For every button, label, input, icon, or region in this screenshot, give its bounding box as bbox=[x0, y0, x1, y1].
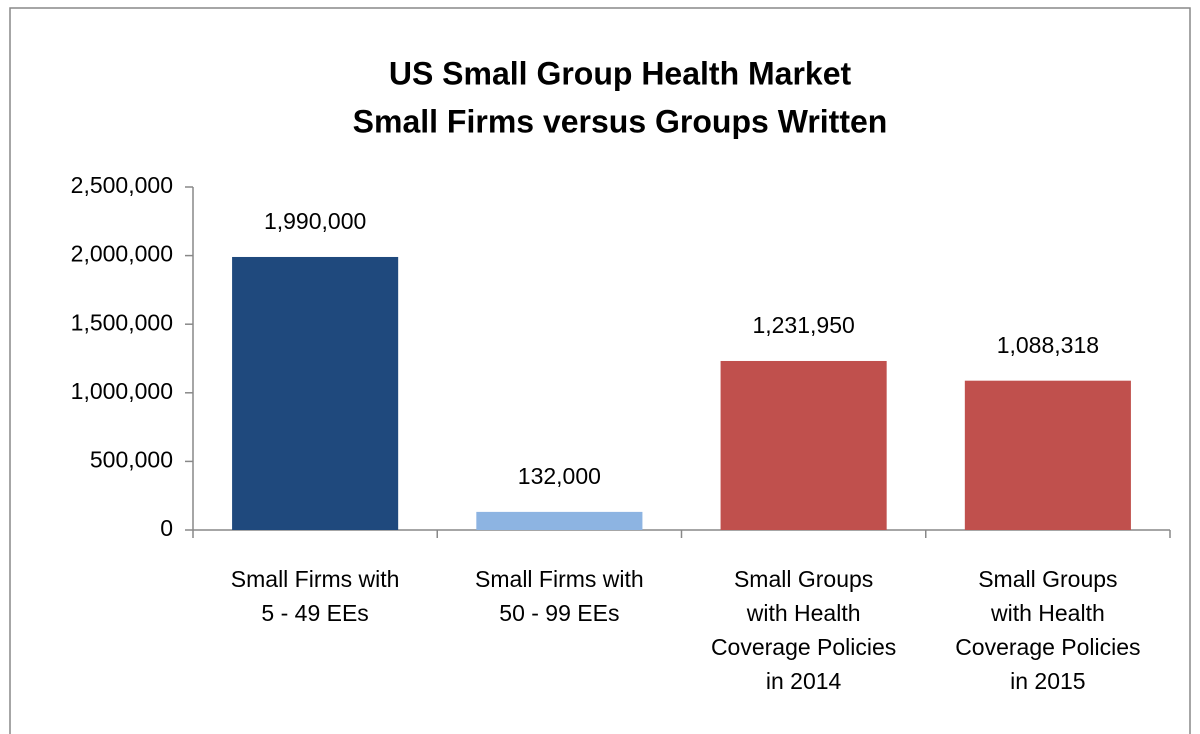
x-tick-label: Small Firms with 50 - 99 EEs bbox=[475, 566, 644, 626]
y-tick-label: 500,000 bbox=[90, 446, 173, 472]
x-tick-label: Small Firms with 5 - 49 EEs bbox=[230, 566, 400, 626]
bar bbox=[232, 256, 399, 530]
bar bbox=[476, 511, 643, 530]
value-label: 1,990,000 bbox=[264, 208, 366, 234]
value-label: 132,000 bbox=[518, 463, 601, 489]
bar bbox=[720, 360, 887, 530]
y-tick-label: 2,000,000 bbox=[71, 241, 173, 267]
chart-subtitle: Small Firms versus Groups Written bbox=[353, 103, 888, 139]
y-tick-label: 1,500,000 bbox=[71, 309, 173, 335]
y-tick-label: 2,500,000 bbox=[71, 172, 173, 198]
chart-title: US Small Group Health Market bbox=[389, 55, 852, 91]
x-tick-label: Small Groups with Health Coverage Polici… bbox=[710, 566, 897, 694]
value-label: 1,088,318 bbox=[997, 332, 1099, 358]
bar bbox=[964, 380, 1131, 530]
x-tick-label: Small Groups with Health Coverage Polici… bbox=[955, 566, 1141, 694]
y-tick-label: 1,000,000 bbox=[71, 378, 173, 404]
value-label: 1,231,950 bbox=[752, 312, 854, 338]
y-tick-label: 0 bbox=[160, 515, 173, 541]
chart-border bbox=[9, 7, 1191, 734]
